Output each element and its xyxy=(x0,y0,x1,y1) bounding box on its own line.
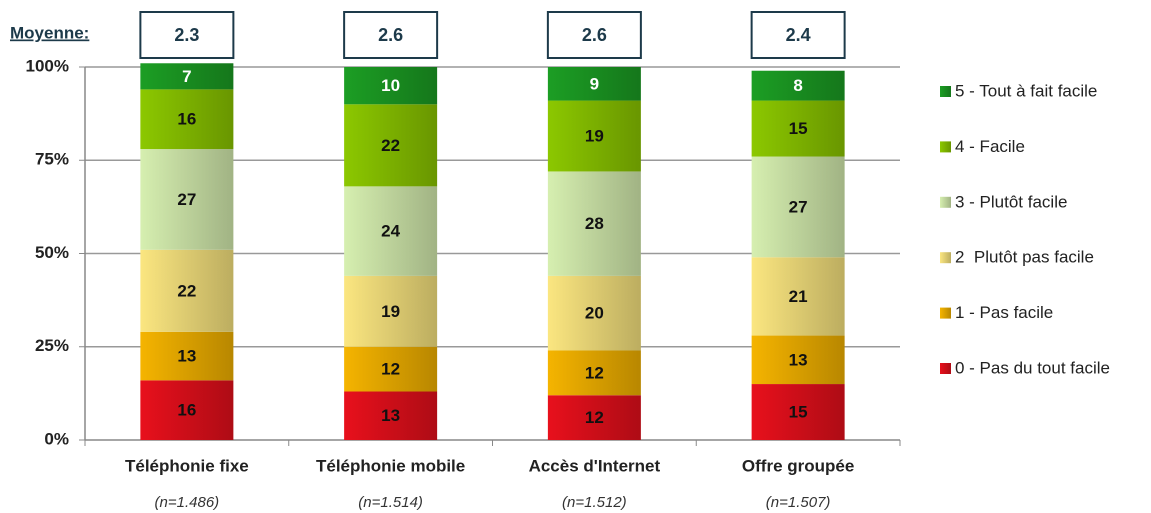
bar-segment xyxy=(547,275,641,351)
legend-marker xyxy=(940,141,951,153)
bar-segment xyxy=(547,100,641,172)
mean-value: 2.4 xyxy=(786,25,811,45)
bar-segment xyxy=(751,335,845,385)
mean-box xyxy=(750,11,846,59)
bar-segment xyxy=(751,156,845,258)
legend-marker xyxy=(940,252,951,264)
data-label: 12 xyxy=(585,363,604,382)
bar-segment xyxy=(140,380,234,440)
data-label: 22 xyxy=(177,281,196,300)
legend-label: 0 - Pas du tout facile xyxy=(955,358,1110,377)
data-label: 13 xyxy=(177,347,196,366)
legend-label: 4 - Facile xyxy=(955,137,1025,156)
data-label: 22 xyxy=(381,136,400,155)
bar-segment xyxy=(547,350,641,396)
data-label: 15 xyxy=(789,403,808,422)
bar-segment xyxy=(140,63,234,90)
y-tick-label: 0% xyxy=(44,429,69,448)
legend-label: 5 - Tout à fait facile xyxy=(955,81,1097,100)
bar-segment xyxy=(344,275,438,347)
bar-segment xyxy=(751,384,845,440)
data-label: 27 xyxy=(177,190,196,209)
sample-size: (n=1.486) xyxy=(155,494,220,511)
bar-segment xyxy=(344,67,438,105)
legend-marker xyxy=(940,196,951,208)
legend-marker xyxy=(940,363,951,374)
data-label: 15 xyxy=(789,119,808,138)
bar-segment xyxy=(547,395,641,440)
legend-label: 1 - Pas facile xyxy=(955,303,1053,322)
bar-segment xyxy=(140,149,234,250)
bar-segment xyxy=(344,346,438,392)
data-label: 7 xyxy=(182,67,191,86)
sample-size: (n=1.507) xyxy=(766,494,831,511)
mean-box xyxy=(139,11,235,59)
x-tick-label: Accès d'Internet xyxy=(529,456,661,475)
sample-size: (n=1.512) xyxy=(562,494,627,511)
data-label: 13 xyxy=(381,406,400,425)
y-tick-label: 25% xyxy=(35,336,69,355)
legend-marker xyxy=(940,307,951,319)
data-label: 21 xyxy=(789,287,808,306)
bar-segment xyxy=(547,171,641,276)
data-label: 16 xyxy=(177,401,196,420)
sample-size: (n=1.514) xyxy=(358,494,423,511)
legend-marker xyxy=(940,86,951,97)
x-tick-label: Téléphonie fixe xyxy=(125,456,249,475)
bar-segment xyxy=(140,249,234,332)
mean-label: Moyenne: xyxy=(10,23,89,42)
data-label: 19 xyxy=(381,302,400,321)
mean-box xyxy=(546,11,642,59)
data-label: 24 xyxy=(381,222,400,241)
data-label: 28 xyxy=(585,214,604,233)
data-label: 12 xyxy=(381,360,400,379)
y-tick-label: 50% xyxy=(35,243,69,262)
mean-value: 2.6 xyxy=(378,25,403,45)
data-label: 10 xyxy=(381,76,400,95)
y-tick-label: 75% xyxy=(35,150,69,169)
bar-segment xyxy=(751,257,845,336)
bar-segment xyxy=(344,186,438,276)
bar-segment xyxy=(751,100,845,157)
legend-label: 2 Plutôt pas facile xyxy=(955,248,1094,267)
mean-box xyxy=(343,11,439,59)
y-tick-label: 100% xyxy=(26,56,69,75)
data-label: 19 xyxy=(585,126,604,145)
data-label: 9 xyxy=(590,74,599,93)
bar-segment xyxy=(547,67,641,101)
mean-value: 2.3 xyxy=(174,25,199,45)
data-label: 13 xyxy=(789,350,808,369)
data-label: 27 xyxy=(789,197,808,216)
mean-value: 2.6 xyxy=(582,25,607,45)
data-label: 12 xyxy=(585,408,604,427)
x-tick-label: Téléphonie mobile xyxy=(316,456,465,475)
bar-segment xyxy=(751,70,845,101)
data-label: 16 xyxy=(177,110,196,129)
data-label: 8 xyxy=(793,76,802,95)
bar-segment xyxy=(344,391,438,440)
legend-label: 3 - Plutôt facile xyxy=(955,192,1067,211)
bar-segment xyxy=(140,331,234,381)
bar-segment xyxy=(140,89,234,150)
x-tick-label: Offre groupée xyxy=(742,456,854,475)
data-label: 20 xyxy=(585,304,604,323)
bar-segment xyxy=(344,104,438,187)
